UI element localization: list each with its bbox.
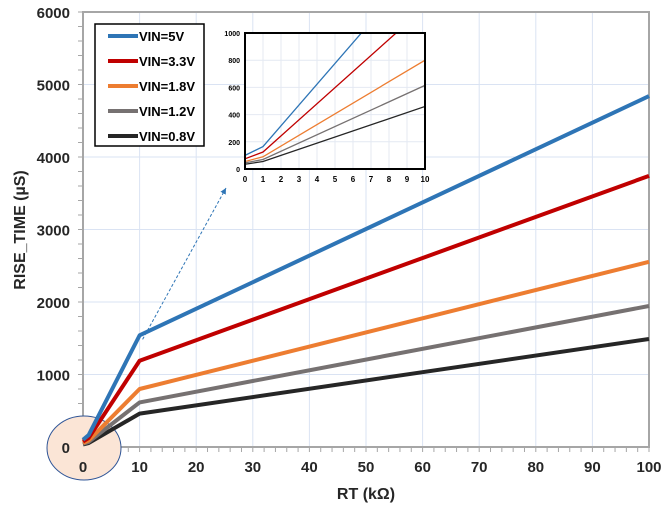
x-tick-label: 0 bbox=[79, 459, 87, 476]
inset-x-tick-label: 10 bbox=[421, 175, 430, 184]
x-tick-label: 40 bbox=[301, 459, 318, 476]
legend-label: VIN=3.3V bbox=[139, 54, 195, 69]
x-tick-label: 80 bbox=[527, 459, 544, 476]
legend-label: VIN=1.8V bbox=[139, 79, 195, 94]
x-tick-label: 60 bbox=[414, 459, 431, 476]
legend-item: VIN=0.8V bbox=[108, 129, 195, 144]
inset-x-tick-label: 6 bbox=[351, 175, 356, 184]
x-tick-label: 10 bbox=[131, 459, 148, 476]
inset-series-line bbox=[245, 33, 363, 156]
inset-y-tick-label: 200 bbox=[228, 140, 240, 147]
series-line-vin-5v bbox=[81, 94, 650, 442]
legend: VIN=5V VIN=3.3V VIN=1.8V VIN=1.2V VIN=0.8V bbox=[94, 23, 205, 147]
inset-x-tick-label: 3 bbox=[297, 175, 302, 184]
inset-x-tick-label: 7 bbox=[369, 175, 374, 184]
inset-series-line bbox=[245, 33, 398, 160]
inset-series-line bbox=[245, 59, 425, 163]
legend-label: VIN=5V bbox=[139, 29, 184, 44]
x-tick-label: 70 bbox=[471, 459, 488, 476]
x-tick-label: 90 bbox=[584, 459, 601, 476]
y-tick-label: 1000 bbox=[37, 368, 70, 385]
inset-frame bbox=[244, 32, 426, 170]
inset-x-tick-label: 2 bbox=[279, 175, 284, 184]
inset-x-tick-label: 5 bbox=[333, 175, 338, 184]
inset-x-tick-label: 4 bbox=[315, 175, 320, 184]
inset-x-tick-label: 1 bbox=[261, 175, 266, 184]
legend-label: VIN=1.2V bbox=[139, 104, 195, 119]
x-tick-label: 20 bbox=[188, 459, 205, 476]
inset-y-tick-label: 1000 bbox=[224, 31, 240, 38]
inset-x-tick-label: 9 bbox=[405, 175, 410, 184]
legend-item: VIN=1.2V bbox=[108, 104, 195, 119]
inset-series-line bbox=[245, 105, 425, 165]
y-tick-label: 2000 bbox=[37, 295, 70, 312]
inset-series-line bbox=[245, 84, 425, 164]
x-tick-label: 50 bbox=[358, 459, 375, 476]
inset-chart: 0 1 2 3 4 5 6 7 8 9 10 0 200 400 600 800 1000 bbox=[224, 31, 430, 184]
y-axis-title: RISE_TIME (µS) bbox=[12, 170, 29, 289]
y-tick-label: 5000 bbox=[37, 78, 70, 95]
legend-label: VIN=0.8V bbox=[139, 129, 195, 144]
legend-item: VIN=3.3V bbox=[108, 54, 195, 69]
inset-y-tick-label: 0 bbox=[236, 167, 240, 174]
x-axis-title: RT (kΩ) bbox=[337, 486, 395, 503]
y-tick-label: 6000 bbox=[37, 5, 70, 22]
inset-x-tick-label: 8 bbox=[387, 175, 392, 184]
inset-y-tick-label: 400 bbox=[228, 113, 240, 120]
y-tick-label: 3000 bbox=[37, 223, 70, 240]
inset-x-tick-label: 0 bbox=[243, 175, 248, 184]
legend-item: VIN=5V bbox=[108, 29, 184, 44]
inset-y-tick-label: 600 bbox=[228, 85, 240, 92]
x-tick-label: 30 bbox=[244, 459, 261, 476]
zoom-arrow bbox=[142, 187, 227, 340]
y-tick-label: 4000 bbox=[37, 150, 70, 167]
inset-y-tick-label: 800 bbox=[228, 58, 240, 65]
y-tick-label: 0 bbox=[62, 440, 70, 457]
legend-item: VIN=1.8V bbox=[108, 79, 195, 94]
x-tick-label: 100 bbox=[636, 459, 661, 476]
